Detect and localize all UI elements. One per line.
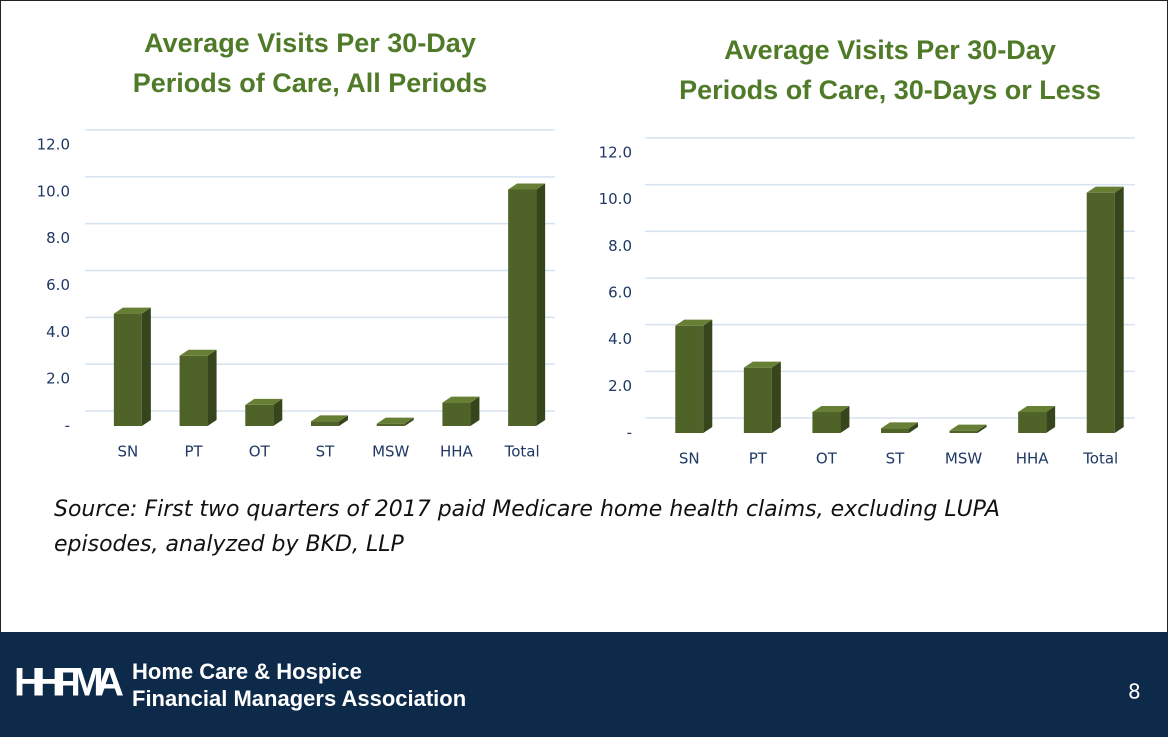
bar (508, 189, 537, 426)
bar (743, 367, 772, 433)
chart-title: Periods of Care, All Periods (133, 68, 488, 98)
org-name: Financial Managers Association (132, 686, 466, 711)
logo: HHFMA (14, 661, 124, 705)
y-tick-label: 4.0 (46, 323, 70, 341)
y-tick-label: 10.0 (599, 190, 632, 208)
x-tick-label: Total (504, 443, 540, 461)
y-tick-label: 6.0 (46, 276, 70, 294)
source-line: episodes, analyzed by BKD, LLP (54, 532, 404, 557)
bar-top (508, 183, 546, 190)
bar-side (339, 415, 348, 426)
y-tick-label: - (627, 424, 632, 442)
x-tick-label: OT (249, 443, 271, 461)
y-tick-label: 4.0 (608, 330, 632, 348)
bar-top (675, 319, 713, 326)
bar (675, 325, 704, 433)
x-tick-label: SN (679, 450, 700, 468)
x-tick-label: SN (117, 443, 138, 461)
y-tick-label: 2.0 (46, 370, 70, 388)
x-tick-label: MSW (945, 450, 982, 468)
bar-side (207, 349, 217, 426)
bar (376, 423, 405, 426)
chart-title: Average Visits Per 30-Day (144, 28, 476, 58)
bar-side (909, 422, 918, 433)
bar-top (113, 307, 151, 314)
x-tick-label: HHA (440, 443, 474, 461)
x-tick-label: ST (316, 443, 336, 461)
x-tick-label: PT (184, 443, 203, 461)
bar-top (442, 396, 480, 403)
y-tick-label: 2.0 (608, 377, 632, 395)
bar-side (977, 424, 987, 433)
bar-top (376, 417, 414, 424)
x-tick-label: OT (816, 450, 838, 468)
bar-top (311, 415, 348, 422)
x-tick-label: Total (1082, 450, 1118, 468)
bar (179, 355, 208, 426)
bar-top (1086, 186, 1124, 193)
bar-top (812, 406, 850, 412)
bar-top (743, 361, 781, 368)
bar (311, 421, 339, 426)
bar-side (470, 396, 480, 426)
bar (1086, 192, 1115, 433)
chart-title: Average Visits Per 30-Day (724, 35, 1056, 65)
y-tick-label: 8.0 (608, 237, 632, 255)
bar-side (771, 361, 781, 433)
bar (1018, 412, 1047, 433)
y-tick-label: 6.0 (608, 284, 632, 302)
bar-side (703, 319, 713, 433)
page-number: 8 (1128, 680, 1141, 704)
bar-side (536, 183, 546, 426)
x-tick-label: ST (886, 450, 906, 468)
bar (113, 313, 142, 426)
bar-top (245, 398, 283, 405)
bar-side (273, 398, 283, 426)
y-tick-label: 10.0 (37, 182, 70, 200)
bar-top (881, 422, 918, 429)
bar-top (949, 424, 987, 431)
org-name: Home Care & Hospice (132, 659, 362, 684)
bar (245, 404, 274, 426)
bar-side (1114, 186, 1124, 433)
y-tick-label: 12.0 (599, 144, 632, 162)
y-tick-label: - (65, 417, 70, 435)
bar (442, 402, 471, 426)
bar-top (1018, 406, 1056, 412)
bar-top (179, 349, 217, 356)
source-line: Source: First two quarters of 2017 paid … (54, 497, 1000, 522)
x-tick-label: PT (749, 450, 768, 468)
x-tick-label: HHA (1016, 450, 1050, 468)
bar (881, 428, 909, 433)
x-tick-label: MSW (372, 443, 409, 461)
footer-band (0, 632, 1168, 737)
chart-title: Periods of Care, 30-Days or Less (679, 75, 1101, 105)
bar-side (141, 307, 151, 426)
bar-side (840, 406, 850, 433)
bar (812, 412, 841, 433)
bar-side (1046, 406, 1056, 433)
bar-side (404, 417, 414, 426)
y-tick-label: 12.0 (37, 136, 70, 154)
y-tick-label: 8.0 (46, 229, 70, 247)
bar (949, 430, 978, 433)
